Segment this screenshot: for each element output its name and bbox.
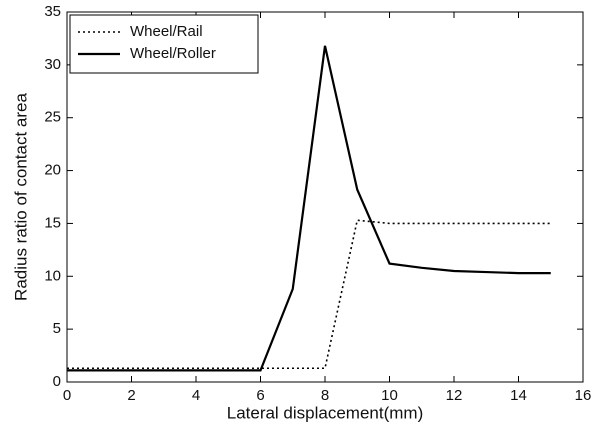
x-tick-label: 2	[127, 387, 135, 404]
x-tick-label: 10	[381, 387, 398, 404]
x-tick-label: 4	[192, 387, 200, 404]
y-tick-label: 15	[44, 214, 61, 231]
x-tick-label: 0	[63, 387, 71, 404]
y-tick-label: 25	[44, 109, 61, 126]
legend-label: Wheel/Roller	[130, 45, 216, 62]
x-tick-label: 8	[321, 387, 329, 404]
x-axis-label: Lateral displacement(mm)	[227, 403, 424, 422]
x-tick-label: 16	[575, 387, 592, 404]
legend-box	[69, 14, 259, 74]
y-tick-label: 30	[44, 56, 61, 73]
y-tick-label: 20	[44, 162, 61, 179]
x-tick-label: 6	[256, 387, 264, 404]
y-tick-label: 5	[53, 320, 61, 337]
x-tick-label: 14	[510, 387, 527, 404]
plot-frame	[66, 11, 584, 383]
x-tick-label: 12	[446, 387, 463, 404]
data-line	[67, 219, 551, 370]
y-tick-label: 35	[44, 3, 61, 20]
y-tick-label: 10	[44, 267, 61, 284]
legend-label: Wheel/Rail	[130, 23, 203, 40]
data-line	[67, 45, 551, 372]
y-axis-label: Radius ratio of contact area	[11, 93, 30, 301]
y-tick-label: 0	[53, 373, 61, 390]
